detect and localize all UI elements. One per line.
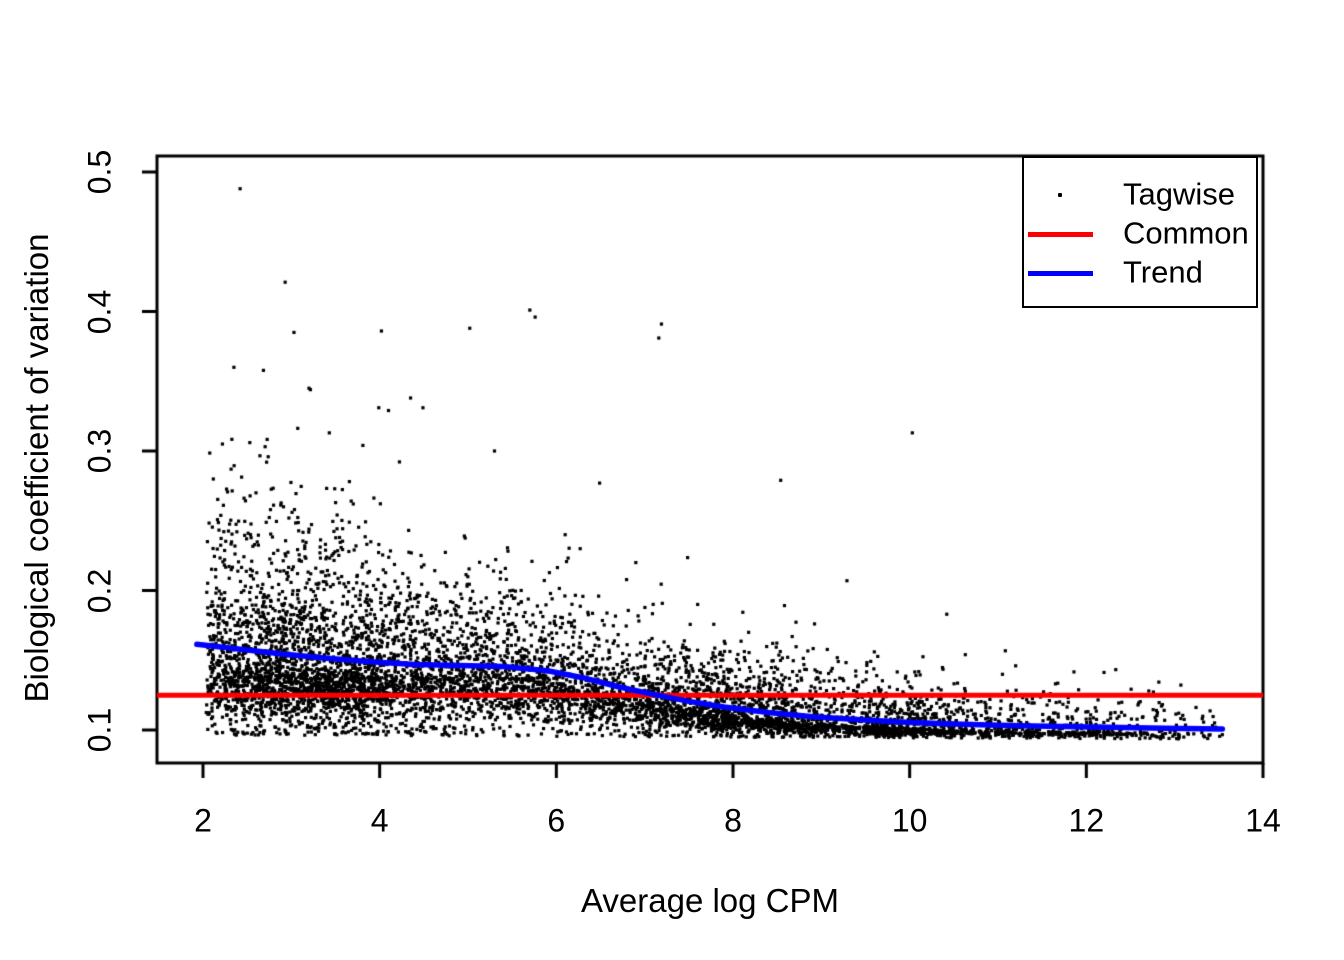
common-line-marker xyxy=(1028,232,1093,237)
x-tick-label: 10 xyxy=(891,802,928,839)
y-tick-label: 0.2 xyxy=(81,568,118,613)
x-tick-label: 4 xyxy=(370,802,389,839)
y-tick-label: 0.5 xyxy=(81,149,118,195)
x-tick-label: 2 xyxy=(194,802,212,839)
y-tick-label: 0.3 xyxy=(81,428,118,474)
legend-label: Common xyxy=(1123,215,1249,251)
x-tick-label: 8 xyxy=(724,802,742,839)
y-axis-title: Biological coefficient of variation xyxy=(18,233,55,703)
y-tick-label: 0.4 xyxy=(81,289,118,334)
trend-line-marker xyxy=(1028,271,1093,276)
legend-label: Tagwise xyxy=(1123,176,1235,212)
legend: Tagwise Common Trend xyxy=(1022,156,1258,308)
legend-label: Trend xyxy=(1123,254,1203,290)
y-tick-label: 0.1 xyxy=(81,707,118,753)
tagwise-point-marker xyxy=(1058,193,1062,197)
x-tick-label: 12 xyxy=(1068,802,1105,839)
x-tick-label: 6 xyxy=(547,802,566,839)
x-axis-title: Average log CPM xyxy=(580,882,840,919)
x-tick-label: 14 xyxy=(1245,802,1281,839)
